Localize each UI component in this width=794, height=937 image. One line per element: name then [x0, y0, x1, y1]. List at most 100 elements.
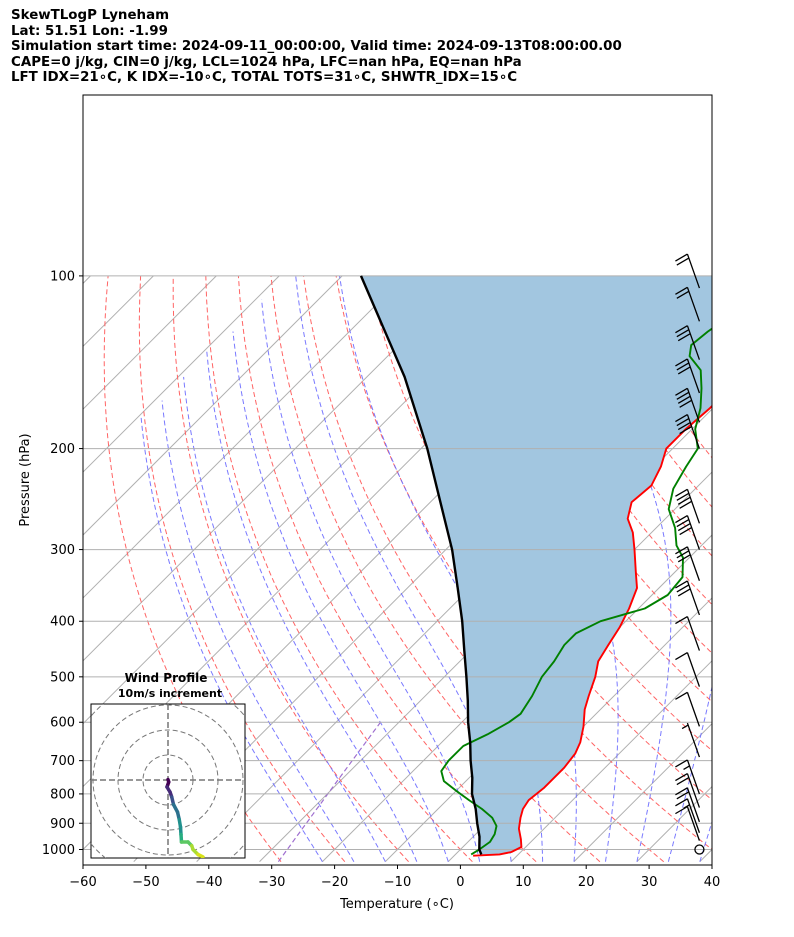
barb-staff [686, 325, 701, 360]
wind-barbs [675, 253, 705, 855]
barb-staff [686, 358, 701, 394]
barb-staff [686, 253, 701, 289]
barb-flag [679, 426, 692, 435]
barb-flag [677, 554, 691, 563]
y-tick-label: 100 [50, 269, 75, 284]
barb-flag [675, 325, 688, 334]
y-tick-label: 1000 [42, 843, 75, 858]
inset-title: Wind Profile [125, 671, 208, 685]
dry-adiabat-line [335, 275, 712, 851]
dry-adiabat-line [138, 275, 346, 863]
indices-line-2: LFT IDX=21∘C, K IDX=-10∘C, TOTAL TOTS=31… [11, 70, 518, 85]
barb-flag [675, 488, 688, 497]
barb-flag [676, 391, 690, 400]
barb-flag [675, 759, 688, 768]
x-axis-label: Temperature (∘C) [339, 897, 454, 912]
barb-flag [675, 798, 688, 807]
barb-flag [675, 772, 688, 782]
parcel-line [359, 275, 483, 855]
indices-line-1: CAPE=0 j/kg, CIN=0 j/kg, LCL=1024 hPa, L… [11, 54, 522, 70]
barb-flag [675, 580, 688, 589]
barb-flag [675, 515, 688, 524]
wind-barb [675, 325, 701, 360]
chart-title-block: SkewTLogP Lyneham Lat: 51.51 Lon: -1.99 … [11, 8, 622, 86]
barb-flag [676, 329, 690, 338]
x-tick-label: 0 [456, 875, 464, 890]
calm-circle [694, 844, 705, 855]
inset-subtitle: 10m/s increment [118, 687, 222, 700]
dry-adiabat-line [760, 276, 794, 862]
barb-staff [686, 652, 701, 687]
isotherm-line [83, 275, 280, 473]
barb-flag [675, 652, 688, 661]
wind-barb [675, 691, 701, 727]
dry-adiabat-line [531, 275, 712, 557]
barb-flag [676, 791, 690, 800]
barb-staff [686, 787, 701, 823]
wind-barb [675, 798, 701, 833]
wind-barb [675, 787, 701, 823]
barb-half-flag [683, 804, 690, 809]
x-tick-label: 30 [641, 875, 658, 890]
profile-lines [359, 275, 712, 857]
hodograph-segment [196, 852, 205, 858]
moist-adiabat-line [393, 275, 577, 862]
moist-adiabat-line [667, 275, 712, 862]
x-tick-label: −30 [258, 875, 285, 890]
barb-staff [686, 759, 701, 795]
y-tick-label: 900 [50, 817, 75, 832]
barb-flag [677, 366, 691, 375]
wind-barb [675, 772, 701, 808]
barb-half-flag [681, 724, 689, 730]
time-line: Simulation start time: 2024-09-11_00:00:… [11, 39, 622, 54]
wind-barb [675, 253, 701, 289]
isotherm-line [83, 275, 217, 410]
barb-flag [676, 418, 690, 427]
barb-staff [686, 388, 701, 423]
barb-flag [679, 399, 692, 408]
barb-flag [679, 527, 692, 536]
x-tick-label: −10 [384, 875, 411, 890]
x-tick-label: 20 [578, 875, 595, 890]
wind-barb [681, 722, 701, 758]
barb-flag [676, 362, 690, 371]
barb-flag [675, 358, 688, 367]
x-axis-ticks: −60 −50 −40 −30 −20 −10 0 10 20 30 40 [69, 865, 720, 890]
cape-shading [361, 275, 712, 856]
barb-staff [686, 773, 701, 808]
y-tick-label: 800 [50, 787, 75, 802]
barb-staff [686, 722, 701, 758]
barb-flag [677, 588, 691, 597]
dry-adiabat-line [727, 276, 794, 862]
barb-flag [675, 616, 688, 625]
barb-flag [676, 776, 690, 786]
moist-adiabat-line [556, 275, 672, 862]
barb-staff [686, 546, 701, 581]
moist-adiabat-line [232, 331, 449, 862]
moist-adiabat-line [261, 299, 481, 862]
barb-flag [675, 414, 688, 423]
temperature-line [473, 404, 712, 857]
wind-barb [675, 759, 701, 795]
wind-barb [675, 580, 701, 616]
isotherm-line [510, 660, 712, 863]
wind-barb [675, 358, 701, 394]
barb-flag [675, 546, 688, 555]
dry-adiabat-line [205, 275, 473, 863]
barb-flag [676, 257, 690, 266]
moist-adiabat-line [463, 275, 619, 862]
barb-staff [686, 580, 701, 616]
barb-flag [677, 523, 691, 532]
barb-flag [677, 496, 691, 505]
moist-adiabat-line [206, 350, 418, 862]
x-tick-label: −50 [132, 875, 159, 890]
barb-flag [675, 691, 688, 700]
y-tick-label: 500 [50, 670, 75, 685]
y-tick-label: 400 [50, 615, 75, 630]
location-line: Lat: 51.51 Lon: -1.99 [11, 23, 168, 39]
barb-staff [686, 489, 701, 524]
wind-barb [675, 546, 701, 581]
wind-barb [694, 844, 705, 855]
chart-title: SkewTLogP Lyneham [11, 8, 170, 23]
